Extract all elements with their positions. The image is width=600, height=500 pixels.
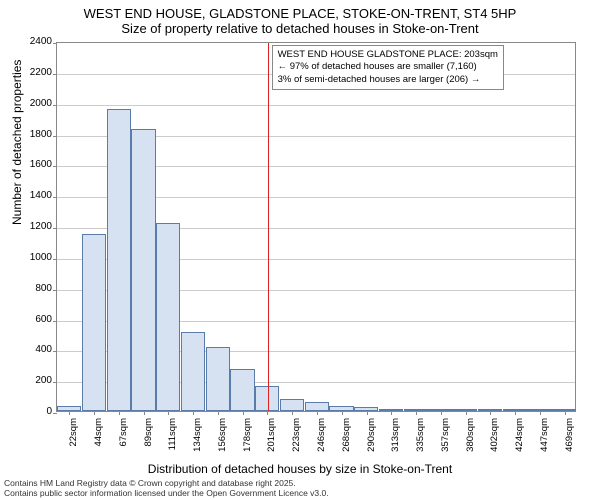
y-tick-label: 1400 [12,190,52,201]
chart-title-line2: Size of property relative to detached ho… [0,21,600,36]
histogram-bar [280,399,304,411]
histogram-bar [230,369,254,411]
x-tick-label: 67sqm [118,418,129,458]
x-tick-label: 201sqm [266,418,277,458]
y-tick-label: 400 [12,344,52,355]
y-tick-label: 200 [12,375,52,386]
histogram-bar [107,109,131,411]
y-tick-label: 1800 [12,129,52,140]
histogram-bar [82,234,106,411]
histogram-bar [131,129,155,411]
x-tick-label: 402sqm [489,418,500,458]
histogram-bar [181,332,205,411]
chart-container: WEST END HOUSE, GLADSTONE PLACE, STOKE-O… [0,0,600,500]
x-tick-label: 44sqm [93,418,104,458]
x-tick-label: 290sqm [366,418,377,458]
histogram-bar [305,402,329,411]
histogram-bar [156,223,180,411]
annotation-line: 3% of semi-detached houses are larger (2… [278,74,498,86]
x-tick-label: 111sqm [167,418,178,458]
x-tick-label: 134sqm [192,418,203,458]
annotation-box: WEST END HOUSE GLADSTONE PLACE: 203sqm← … [272,45,504,90]
x-tick-label: 447sqm [539,418,550,458]
plot-area: WEST END HOUSE GLADSTONE PLACE: 203sqm← … [56,42,576,412]
x-tick-label: 89sqm [143,418,154,458]
x-tick-label: 156sqm [217,418,228,458]
y-tick-label: 2400 [12,36,52,47]
x-tick-label: 313sqm [390,418,401,458]
y-tick-label: 600 [12,314,52,325]
y-tick-label: 2000 [12,98,52,109]
x-tick-label: 223sqm [291,418,302,458]
y-tick-label: 2200 [12,67,52,78]
x-axis-label: Distribution of detached houses by size … [0,462,600,476]
y-tick-label: 800 [12,283,52,294]
y-tick-label: 1200 [12,221,52,232]
y-tick-label: 0 [12,406,52,417]
footer-line1: Contains HM Land Registry data © Crown c… [4,478,329,488]
footer-attribution: Contains HM Land Registry data © Crown c… [4,478,329,498]
chart-title-line1: WEST END HOUSE, GLADSTONE PLACE, STOKE-O… [0,0,600,21]
x-tick-label: 178sqm [242,418,253,458]
y-tick-label: 1000 [12,252,52,263]
x-tick-label: 246sqm [316,418,327,458]
x-tick-label: 22sqm [68,418,79,458]
x-tick-label: 357sqm [440,418,451,458]
annotation-line: WEST END HOUSE GLADSTONE PLACE: 203sqm [278,49,498,61]
x-tick-label: 424sqm [514,418,525,458]
y-tick-label: 1600 [12,159,52,170]
footer-line2: Contains public sector information licen… [4,488,329,498]
x-tick-label: 380sqm [465,418,476,458]
reference-line [268,43,270,411]
x-tick-label: 268sqm [341,418,352,458]
annotation-line: ← 97% of detached houses are smaller (7,… [278,61,498,73]
histogram-bar [206,347,230,411]
x-tick-label: 335sqm [415,418,426,458]
x-tick-label: 469sqm [564,418,575,458]
